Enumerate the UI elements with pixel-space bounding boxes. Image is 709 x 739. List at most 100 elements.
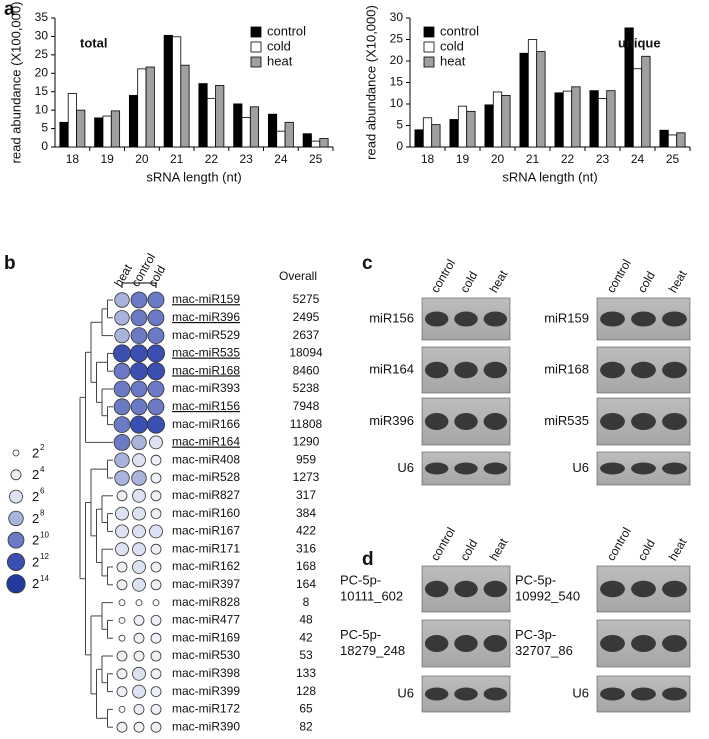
y-tick-label: 10 (35, 102, 49, 116)
expression-circle (132, 488, 146, 503)
expression-circle (129, 415, 148, 434)
blot-band (600, 361, 625, 379)
expression-circle (113, 433, 131, 451)
blot-band (424, 311, 449, 327)
bar (311, 140, 321, 148)
mirna-name: mac-miR535 (172, 346, 240, 360)
probe-label: U6 (572, 685, 589, 700)
y-tick-label: 15 (35, 84, 49, 98)
y-tick-label: 10 (390, 96, 404, 110)
blot-band (631, 311, 656, 327)
bar (501, 95, 511, 148)
blot-band (600, 687, 625, 701)
lane-label: cold (457, 269, 480, 295)
legend-circle (7, 531, 25, 549)
bar (466, 110, 476, 148)
expression-circle (116, 579, 128, 591)
expression-circle (130, 309, 148, 327)
overall-value: 8460 (293, 363, 320, 377)
legend-circle (10, 469, 22, 481)
lane-label: heat (666, 267, 690, 295)
bar (632, 68, 643, 148)
expression-circle (132, 684, 146, 699)
overall-header: Overall (279, 269, 317, 283)
bar (67, 93, 77, 148)
y-tick-label: 20 (35, 65, 49, 79)
legend-base: 2 (32, 511, 39, 526)
expression-circle (129, 344, 148, 363)
y-tick-label: 20 (390, 53, 404, 67)
x-tick-label: 25 (309, 152, 323, 166)
bar (571, 86, 581, 148)
bar (233, 103, 243, 148)
y-axis-label: read abundance (X10,000) (363, 5, 378, 160)
blot-band (483, 413, 508, 430)
lane-label: control (604, 525, 634, 563)
bar (676, 132, 686, 148)
overall-value: 384 (296, 506, 316, 520)
mirna-name: mac-miR408 (172, 452, 240, 466)
mirna-name: mac-miR477 (172, 613, 240, 627)
blot-band (454, 413, 478, 430)
legend-exponent: 4 (40, 465, 45, 474)
legend-label: heat (267, 53, 293, 68)
mirna-name: mac-miR168 (172, 363, 240, 377)
blot-band (483, 361, 508, 379)
bar (606, 90, 616, 148)
expression-circle (116, 721, 128, 733)
overall-value: 7948 (293, 399, 320, 413)
expression-circle (132, 453, 146, 468)
expression-circle (132, 560, 146, 574)
expression-circle (113, 344, 132, 363)
mirna-name: mac-miR164 (172, 435, 240, 449)
mirna-name: mac-miR169 (172, 630, 240, 644)
expression-circle (130, 380, 148, 398)
bar (449, 119, 459, 148)
y-tick-label: 0 (396, 139, 403, 153)
expression-circle (114, 452, 130, 468)
chart-title: total (80, 35, 107, 50)
bar (215, 85, 225, 148)
overall-value: 82 (299, 719, 313, 733)
lane-label: heat (666, 535, 690, 563)
expression-circle (150, 632, 162, 644)
blot-band (483, 687, 508, 701)
expression-circle (150, 686, 162, 697)
legend-swatch (423, 26, 435, 38)
expression-circle (118, 617, 126, 624)
y-tick-label: 25 (390, 32, 404, 46)
x-tick-label: 20 (491, 152, 505, 166)
bar (172, 36, 182, 148)
x-tick-label: 21 (526, 152, 540, 166)
bar (276, 130, 286, 148)
mirna-name: mac-miR390 (172, 719, 240, 733)
blot-band (483, 580, 508, 598)
overall-value: 168 (296, 559, 316, 573)
bar (163, 34, 173, 148)
blot-band (454, 580, 478, 598)
y-tick-label: 5 (396, 118, 403, 132)
lane-label: control (428, 257, 458, 295)
expression-circle (147, 309, 165, 327)
expression-circle (150, 561, 162, 573)
expression-circle (116, 668, 128, 680)
legend-exponent: 10 (40, 530, 49, 539)
blot-band (662, 413, 687, 430)
expression-circle (130, 398, 148, 416)
expression-circle (114, 292, 130, 308)
x-tick-label: 19 (100, 152, 114, 166)
lane-label: control (428, 525, 458, 563)
mirna-name: mac-miR530 (172, 648, 240, 662)
expression-circle (114, 310, 130, 326)
panel-label: c (362, 253, 373, 274)
legend-base: 2 (32, 554, 39, 569)
mirna-name: mac-miR399 (172, 684, 240, 698)
blot-band (662, 361, 687, 379)
blot-band (454, 635, 478, 652)
expression-circle (133, 704, 145, 715)
expression-circle (118, 706, 126, 713)
legend-swatch (250, 56, 262, 68)
y-tick-label: 35 (35, 10, 49, 24)
bar (492, 91, 503, 148)
expression-circle (147, 380, 165, 398)
